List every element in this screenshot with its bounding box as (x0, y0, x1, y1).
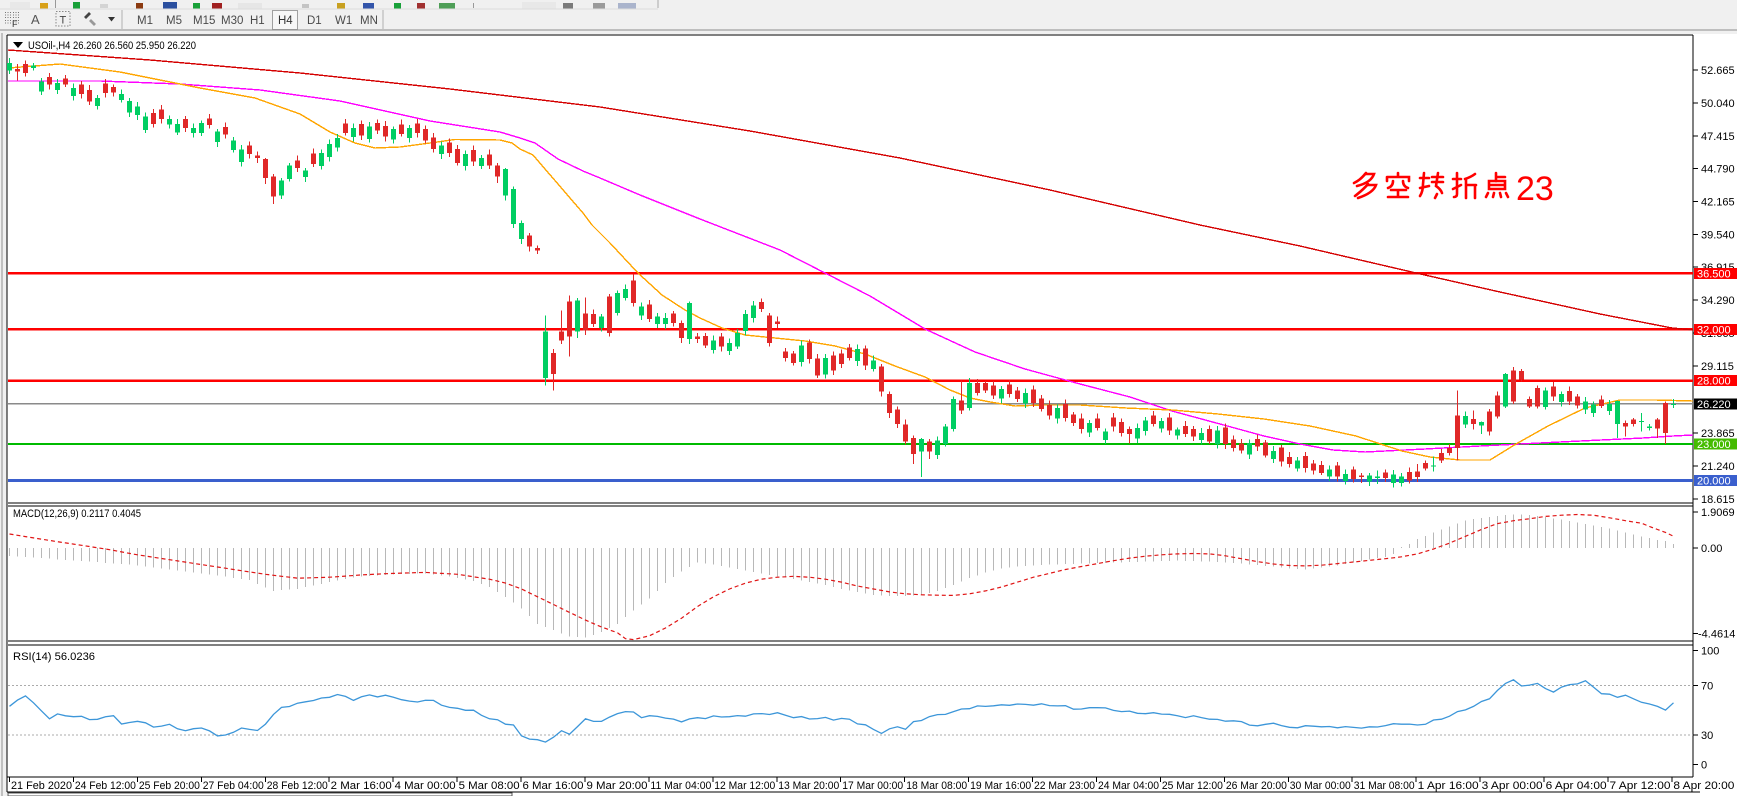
svg-text:23.000: 23.000 (1697, 439, 1731, 451)
svg-text:100: 100 (1701, 646, 1719, 658)
svg-text:25 Feb 20:00: 25 Feb 20:00 (139, 780, 200, 792)
svg-text:9 Mar 20:00: 9 Mar 20:00 (587, 780, 648, 792)
svg-text:-4.4614: -4.4614 (1698, 629, 1735, 641)
svg-text:26 Mar 20:00: 26 Mar 20:00 (1226, 780, 1287, 792)
svg-text:47.415: 47.415 (1701, 131, 1735, 143)
svg-text:52.665: 52.665 (1701, 65, 1735, 77)
svg-text:26.220: 26.220 (1697, 399, 1731, 411)
svg-text:M1: M1 (137, 15, 153, 27)
svg-text:44.790: 44.790 (1701, 164, 1735, 176)
svg-text:28 Feb 12:00: 28 Feb 12:00 (267, 780, 328, 792)
svg-text:24 Feb 12:00: 24 Feb 12:00 (75, 780, 136, 792)
svg-text:30: 30 (1701, 730, 1713, 742)
svg-text:50.040: 50.040 (1701, 98, 1735, 110)
svg-text:RSI(14) 56.0236: RSI(14) 56.0236 (13, 651, 95, 663)
svg-text:27 Feb 04:00: 27 Feb 04:00 (203, 780, 264, 792)
svg-text:28.000: 28.000 (1697, 376, 1731, 388)
svg-text:17 Mar 00:00: 17 Mar 00:00 (842, 780, 903, 792)
svg-text:39.540: 39.540 (1701, 230, 1735, 242)
svg-text:11 Mar 04:00: 11 Mar 04:00 (650, 780, 711, 792)
svg-text:5 Mar 08:00: 5 Mar 08:00 (459, 780, 520, 792)
svg-text:M5: M5 (166, 15, 182, 27)
svg-text:36.500: 36.500 (1697, 268, 1731, 280)
svg-text:23: 23 (1516, 170, 1554, 208)
svg-text:29.115: 29.115 (1701, 361, 1734, 373)
svg-text:M30: M30 (221, 15, 243, 27)
svg-text:W1: W1 (335, 15, 352, 27)
svg-text:H4: H4 (278, 15, 293, 27)
svg-text:19 Mar 16:00: 19 Mar 16:00 (970, 780, 1031, 792)
svg-text:25 Mar 12:00: 25 Mar 12:00 (1162, 780, 1223, 792)
svg-text:13 Mar 20:00: 13 Mar 20:00 (778, 780, 839, 792)
svg-text:F: F (12, 19, 18, 29)
svg-text:20.000: 20.000 (1697, 476, 1731, 488)
svg-text:21 Feb 2020: 21 Feb 2020 (11, 780, 72, 792)
svg-text:18 Mar 08:00: 18 Mar 08:00 (906, 780, 967, 792)
svg-text:32.000: 32.000 (1697, 324, 1731, 336)
svg-text:2 Mar 16:00: 2 Mar 16:00 (331, 780, 392, 792)
svg-text:6 Mar 16:00: 6 Mar 16:00 (523, 780, 584, 792)
svg-text:3 Apr 00:00: 3 Apr 00:00 (1482, 780, 1543, 792)
svg-text:21.240: 21.240 (1701, 461, 1735, 473)
svg-text:7 Apr 12:00: 7 Apr 12:00 (1610, 780, 1671, 792)
svg-text:1.9069: 1.9069 (1701, 507, 1735, 519)
svg-text:D1: D1 (307, 15, 322, 27)
svg-text:A: A (31, 12, 40, 27)
svg-text:6 Apr 04:00: 6 Apr 04:00 (1546, 780, 1607, 792)
svg-text:42.165: 42.165 (1701, 197, 1735, 209)
svg-text:1 Apr 16:00: 1 Apr 16:00 (1418, 780, 1479, 792)
svg-text:34.290: 34.290 (1701, 295, 1735, 307)
svg-text:4 Mar 00:00: 4 Mar 00:00 (395, 780, 456, 792)
svg-text:24 Mar 04:00: 24 Mar 04:00 (1098, 780, 1159, 792)
svg-text:22 Mar 23:00: 22 Mar 23:00 (1034, 780, 1095, 792)
svg-text:31 Mar 08:00: 31 Mar 08:00 (1354, 780, 1415, 792)
svg-text:H1: H1 (250, 15, 265, 27)
svg-text:23.865: 23.865 (1701, 428, 1735, 440)
svg-text:0.00: 0.00 (1701, 543, 1722, 555)
svg-text:USOil-,H4 26.260 26.560 25.95: USOil-,H4 26.260 26.560 25.950 26.220 (28, 40, 196, 52)
svg-text:M15: M15 (193, 15, 215, 27)
svg-text:30 Mar 00:00: 30 Mar 00:00 (1290, 780, 1351, 792)
svg-text:0: 0 (1701, 760, 1707, 772)
svg-text:18.615: 18.615 (1701, 494, 1735, 506)
svg-text:12 Mar 12:00: 12 Mar 12:00 (714, 780, 775, 792)
svg-text:8 Apr 20:00: 8 Apr 20:00 (1673, 780, 1734, 792)
svg-text:70: 70 (1701, 681, 1713, 693)
svg-text:MN: MN (360, 15, 378, 27)
svg-text:MACD(12,26,9) 0.2117 0.4045: MACD(12,26,9) 0.2117 0.4045 (13, 508, 141, 520)
svg-text:T: T (60, 15, 67, 27)
